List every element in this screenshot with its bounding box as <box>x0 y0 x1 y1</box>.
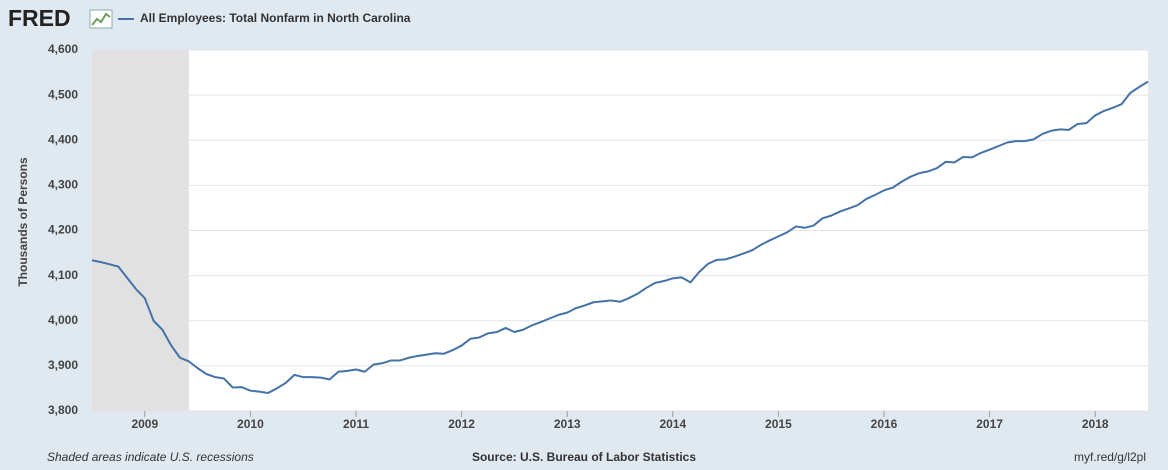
y-axis-label: Thousands of Persons <box>16 157 30 287</box>
x-tick-label: 2018 <box>1082 417 1109 431</box>
footer-link[interactable]: myf.red/g/l2pl <box>1074 450 1146 464</box>
x-tick-label: 2010 <box>237 417 264 431</box>
series-line <box>91 80 1149 394</box>
logo: FRED <box>8 5 71 31</box>
footer-source: Source: U.S. Bureau of Labor Statistics <box>472 450 696 464</box>
x-tick-label: 2009 <box>131 417 158 431</box>
y-tick-label: 4,600 <box>48 42 78 56</box>
x-tick-label: 2011 <box>343 417 369 431</box>
legend-label: All Employees: Total Nonfarm in North Ca… <box>140 11 411 25</box>
x-tick-label: 2013 <box>554 417 581 431</box>
y-tick-label: 3,800 <box>48 403 78 417</box>
y-tick-label: 4,300 <box>48 178 78 192</box>
y-tick-label: 4,400 <box>48 132 78 146</box>
logo-icon <box>89 9 113 29</box>
x-tick-label: 2017 <box>976 417 1003 431</box>
y-tick-label: 4,100 <box>48 268 78 282</box>
y-tick-label: 4,500 <box>48 87 78 101</box>
y-tick-label: 4,000 <box>48 313 78 327</box>
y-tick-label: 4,200 <box>48 223 78 237</box>
x-tick-label: 2016 <box>871 417 898 431</box>
x-tick-label: 2014 <box>659 417 686 431</box>
y-tick-label: 3,900 <box>48 358 78 372</box>
footer-note: Shaded areas indicate U.S. recessions <box>47 450 254 464</box>
x-tick-label: 2012 <box>448 417 475 431</box>
x-tick-label: 2015 <box>765 417 792 431</box>
